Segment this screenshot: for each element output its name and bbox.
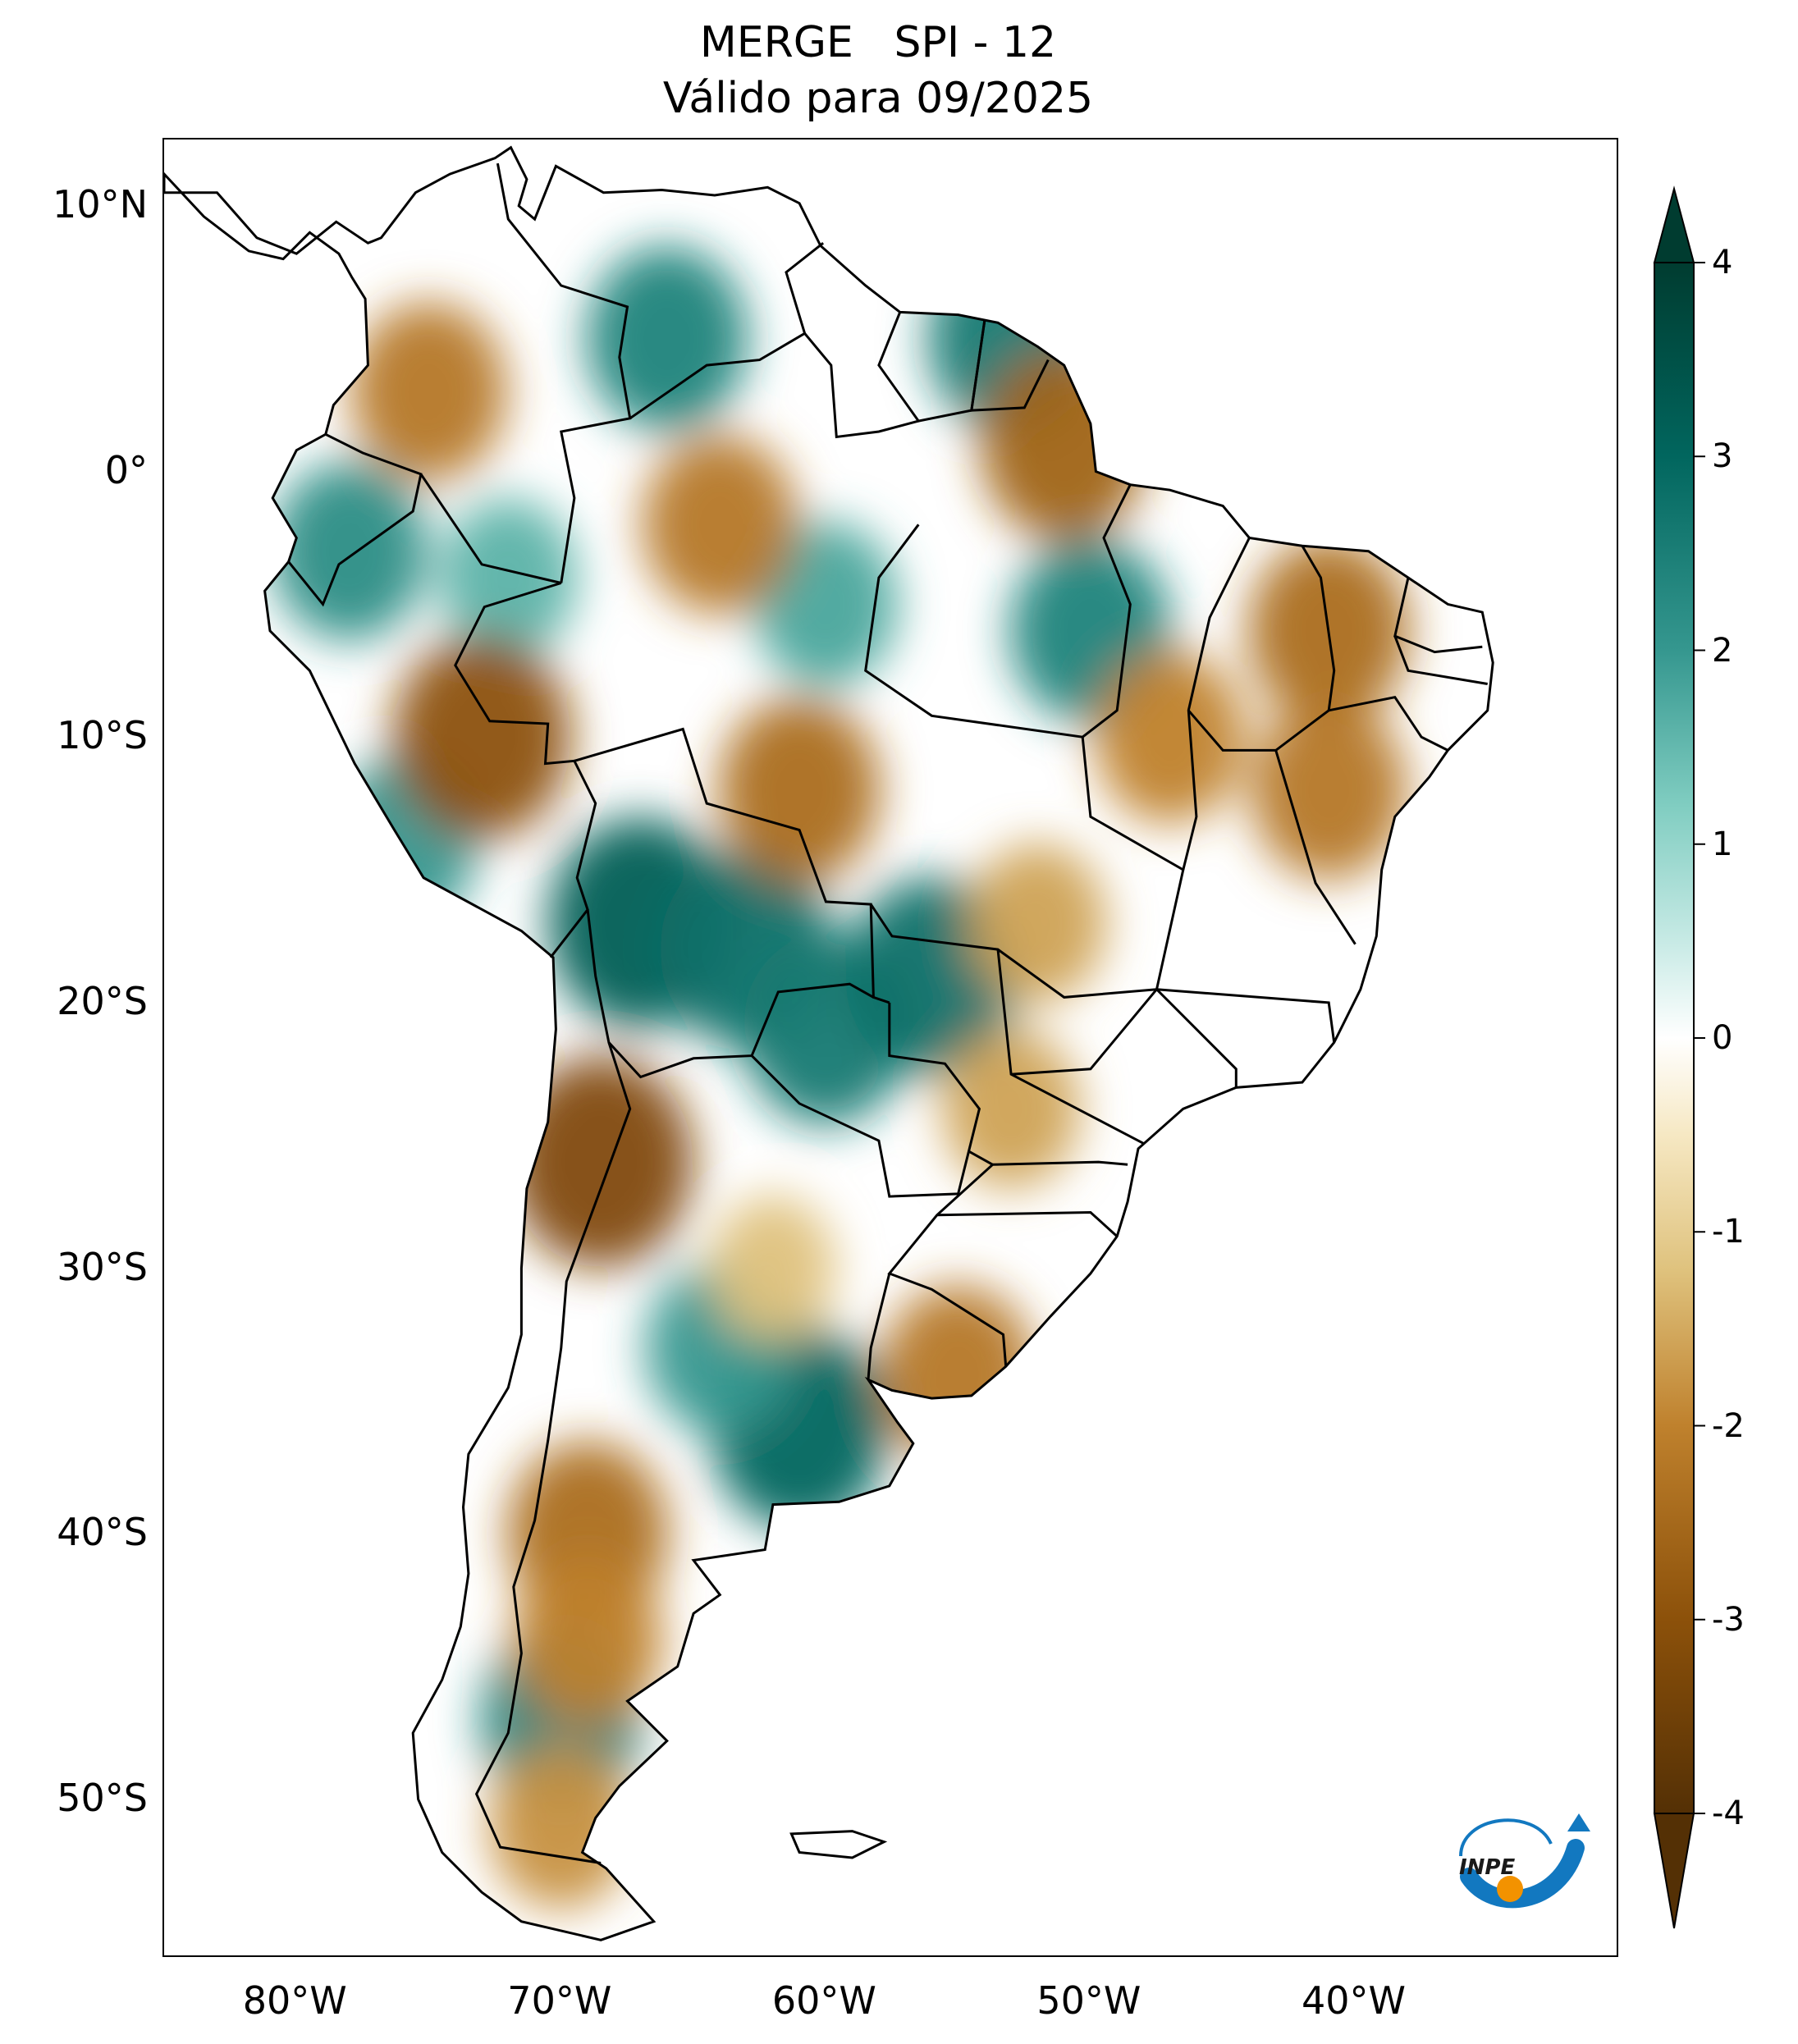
colorbar-tick-label: 4 <box>1712 244 1733 281</box>
country-border <box>574 727 890 1004</box>
country-border <box>287 432 423 607</box>
colorbar-extend-top <box>1653 185 1695 263</box>
map-canvas <box>164 145 1494 1941</box>
spi-anomaly-blob <box>942 1029 1080 1189</box>
spi-anomaly-blob <box>980 349 1148 542</box>
country-border <box>970 319 1050 412</box>
country-border <box>1393 577 1483 654</box>
spi-anomaly-blob <box>350 302 507 482</box>
country-border <box>1274 749 1357 945</box>
inpe-logo: INPE <box>1459 1813 1590 1909</box>
country-border <box>419 473 562 584</box>
country-border <box>1393 635 1488 685</box>
colorbar-ticks <box>1694 262 1705 1814</box>
colorbar-extend-bottom <box>1653 1813 1695 1929</box>
country-border <box>474 1041 632 1864</box>
colorbar-tick-label: -1 <box>1712 1213 1745 1251</box>
country-border <box>867 1273 891 1380</box>
country-border <box>586 909 875 1079</box>
colorbar-tick-label: 1 <box>1712 825 1733 863</box>
colorbar-body <box>1654 262 1695 1814</box>
country-border <box>454 582 597 958</box>
latitude-tick-label: 10°N <box>53 181 148 226</box>
map-subtitle: Válido para 09/2025 <box>662 74 1094 123</box>
latitude-tick-label: 20°S <box>57 978 148 1023</box>
spi-anomaly-blob <box>881 1284 1036 1464</box>
spi-anomaly-blob <box>439 498 578 658</box>
map-title: MERGE SPI - 12 <box>699 18 1057 67</box>
inpe-logo-text: INPE <box>1459 1855 1515 1880</box>
spi-anomaly-layer <box>272 242 1410 1909</box>
country-border <box>803 332 919 439</box>
longitude-tick-label: 80°W <box>242 1978 347 2023</box>
spi-anomaly-blob <box>718 697 881 883</box>
spi-anomaly-blob <box>968 843 1107 1003</box>
spi-anomaly-blob <box>508 1056 693 1269</box>
spi-anomaly-blob <box>710 1195 836 1342</box>
longitude-tick-label: 60°W <box>771 1978 876 2023</box>
latitude-tick-label: 50°S <box>57 1775 148 1820</box>
longitude-tick-label: 50°W <box>1036 1978 1141 2023</box>
longitude-tick-label: 40°W <box>1301 1978 1406 2023</box>
colorbar <box>1653 185 1705 1929</box>
coastline <box>164 145 1494 1941</box>
country-border <box>992 1160 1128 1166</box>
country-border <box>751 1002 981 1198</box>
latitude-tick-label: 0° <box>104 447 148 492</box>
latitude-tick-label: 40°S <box>57 1510 148 1555</box>
country-border <box>1156 988 1336 1043</box>
latitude-tick-label: 10°S <box>57 713 148 758</box>
country-border <box>629 242 825 420</box>
colorbar-tick-label: -3 <box>1712 1600 1745 1639</box>
colorbar-tick-label: 3 <box>1712 437 1733 476</box>
spi-anomaly-blob <box>392 634 572 840</box>
colorbar-tick-label: 0 <box>1712 1019 1733 1057</box>
latitude-tick-label: 30°S <box>57 1244 148 1289</box>
spi-anomaly-blob <box>489 1743 634 1909</box>
colorbar-tick-label: 2 <box>1712 631 1733 670</box>
spi-anomaly-blob <box>642 435 798 615</box>
country-border <box>496 162 632 583</box>
spi-anomaly-blob <box>1251 700 1407 880</box>
colorbar-tick-label: -4 <box>1712 1795 1745 1832</box>
spi-anomaly-blob <box>513 1553 663 1726</box>
spi-anomaly-blob <box>1095 651 1245 824</box>
map-frame <box>162 138 1618 1957</box>
country-borders <box>164 145 1494 1941</box>
spi-anomaly-blob <box>586 245 748 432</box>
country-border <box>869 737 1185 999</box>
country-border <box>936 1210 1119 1237</box>
colorbar-tick-label: -2 <box>1712 1406 1745 1445</box>
country-border <box>1328 696 1448 752</box>
spi-anomaly-blob <box>272 461 428 641</box>
longitude-tick-label: 70°W <box>507 1978 612 2023</box>
